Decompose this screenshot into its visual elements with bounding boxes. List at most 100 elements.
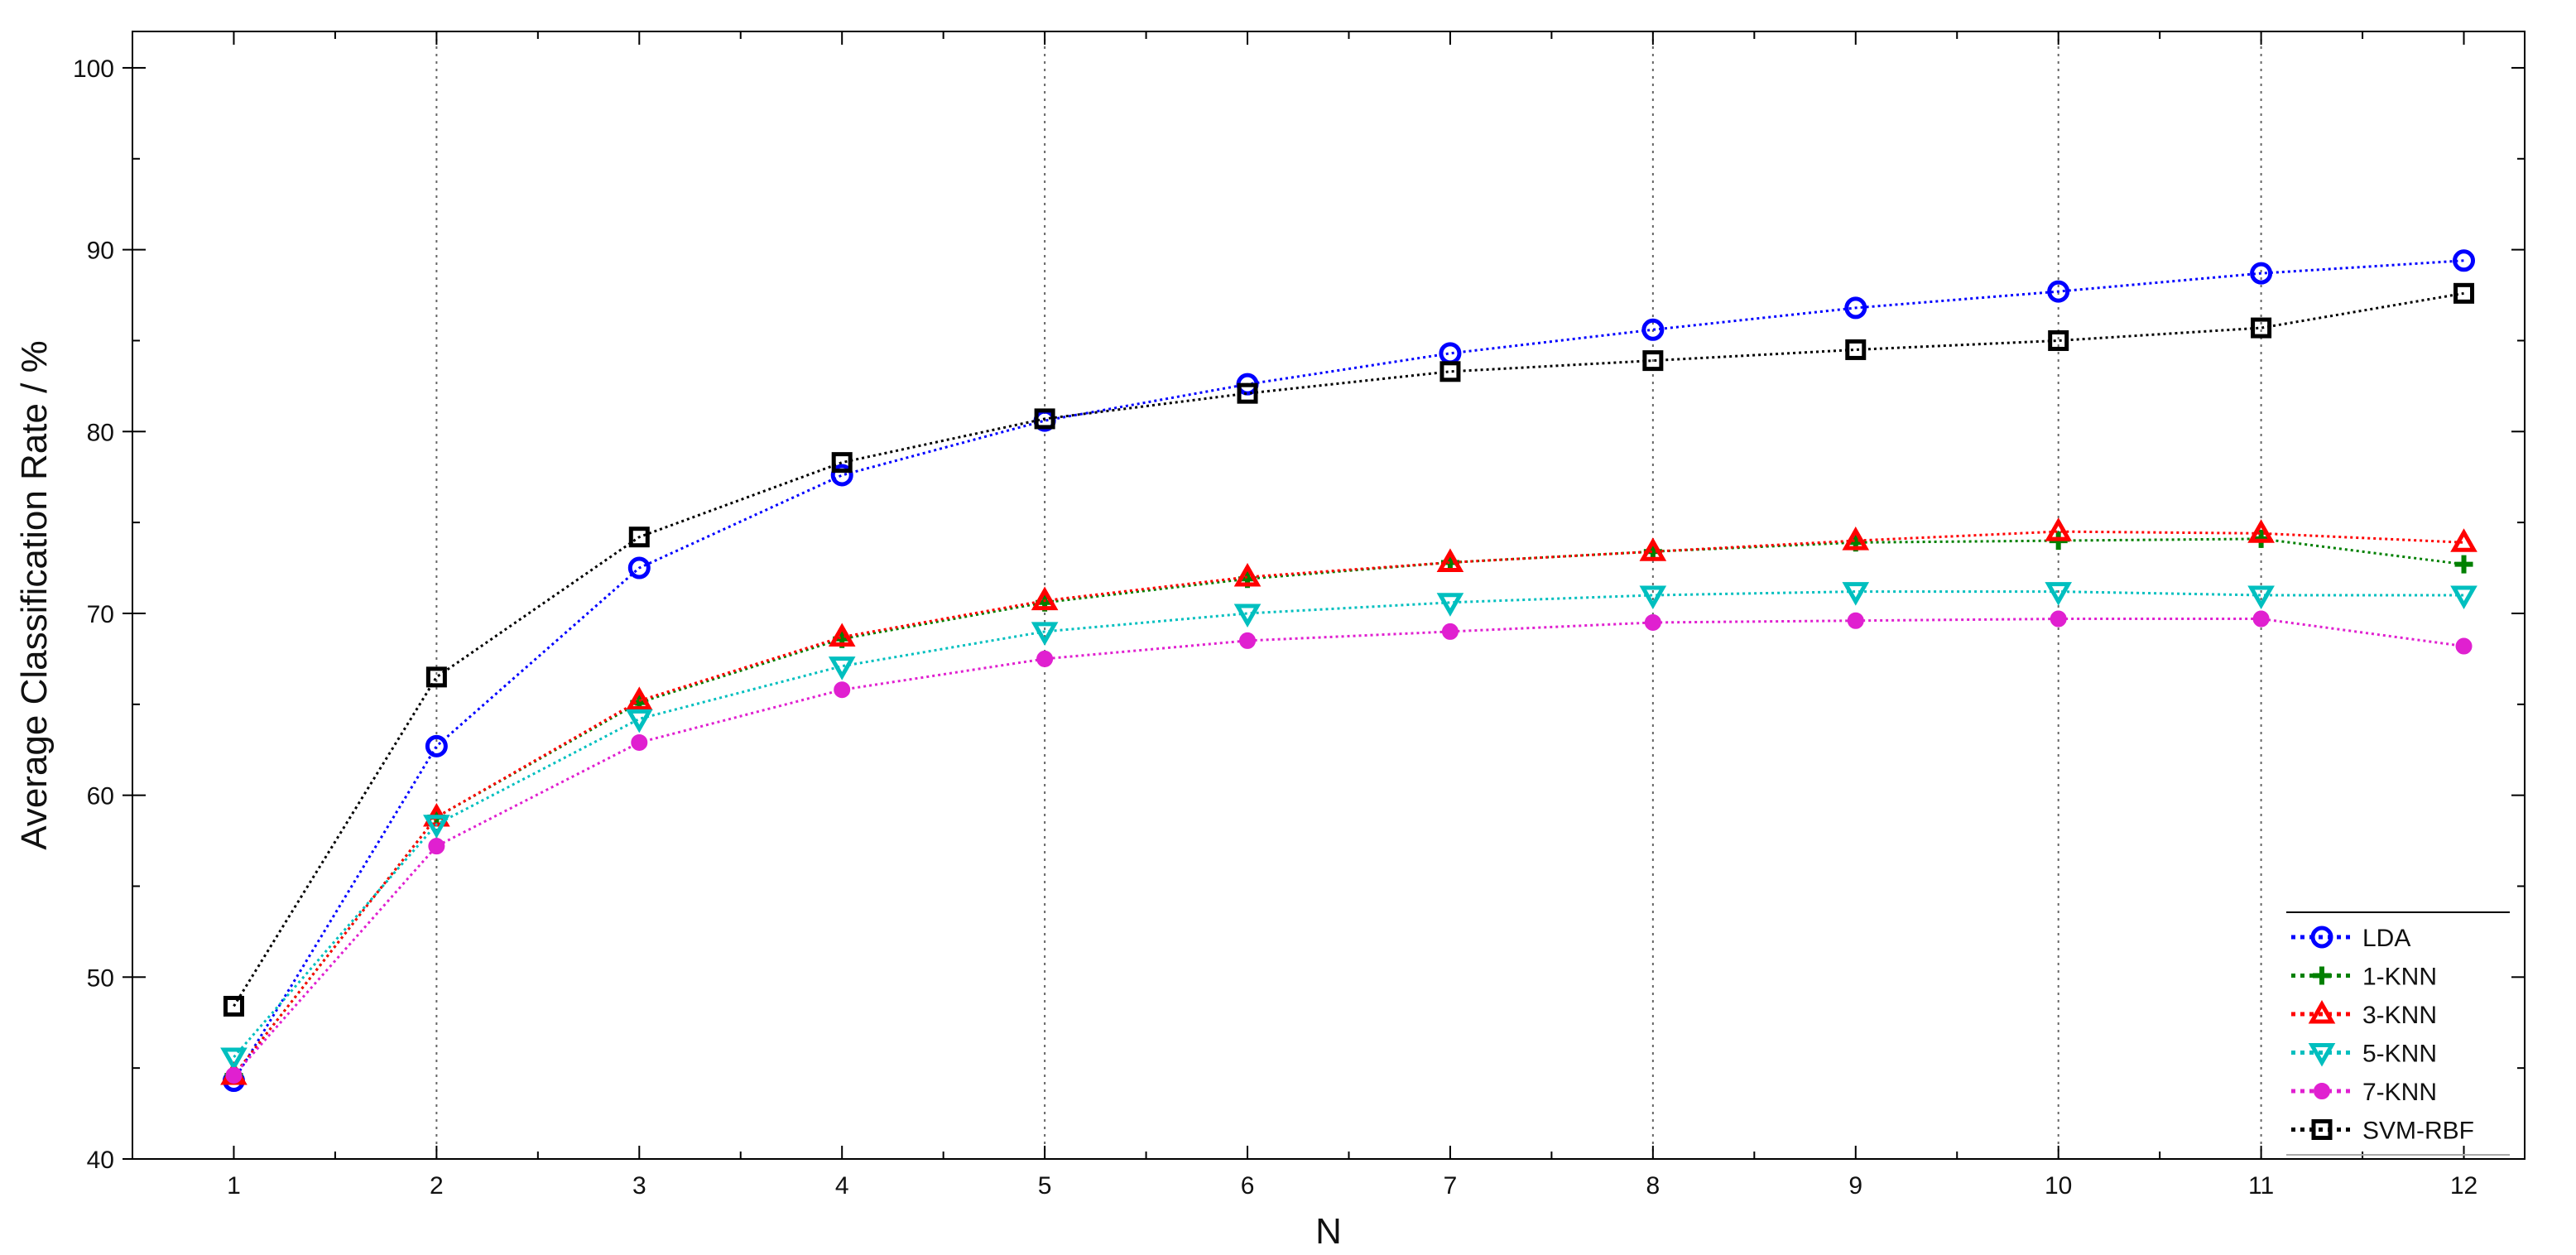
legend-marker (2308, 1043, 2336, 1067)
data-point (2045, 517, 2072, 541)
data-point (1847, 612, 1864, 629)
legend-label: 1-KNN (2362, 964, 2437, 991)
data-point (631, 733, 648, 751)
data-point (1237, 382, 1258, 404)
data-point (1436, 593, 1464, 617)
data-point (1842, 527, 1870, 551)
x-tick-label: 10 (2045, 1172, 2072, 1200)
series-layer (220, 249, 2477, 1093)
y-tick-label: 80 (87, 419, 114, 446)
data-point (2047, 280, 2070, 303)
data-point (2045, 582, 2072, 606)
plot-frame (132, 31, 2526, 1160)
data-point (1842, 582, 1870, 606)
series-7-knn (225, 610, 2473, 1084)
legend-item-7-knn: 7-KNN (2291, 1079, 2437, 1106)
data-point (625, 709, 653, 733)
data-point (828, 656, 856, 680)
data-point (1845, 339, 1867, 360)
x-tick-label: 8 (1646, 1172, 1660, 1200)
data-point (1844, 296, 1867, 320)
data-point (425, 734, 448, 757)
data-point (2247, 519, 2275, 543)
data-point (2453, 282, 2475, 304)
y-tick-label: 70 (87, 601, 114, 628)
data-point (1233, 603, 1262, 628)
data-point (2048, 329, 2069, 351)
series-line (233, 618, 2464, 1076)
data-point (1441, 623, 1459, 640)
data-point (831, 452, 853, 474)
data-point (2247, 585, 2275, 610)
y-tick-label: 90 (87, 238, 114, 265)
y-axis-title: Average Classification Rate / % (14, 340, 55, 849)
data-point (625, 686, 653, 710)
legend-label: 5-KNN (2362, 1041, 2437, 1068)
legend-marker (2308, 999, 2336, 1024)
data-point (834, 681, 851, 699)
series-5-knn (220, 582, 2477, 1072)
data-point (1639, 585, 1667, 610)
series-line (233, 291, 2464, 1007)
series-line (233, 537, 2464, 1076)
data-point (428, 838, 445, 855)
grid-lines (435, 31, 2262, 1159)
data-point (1439, 361, 1461, 382)
series-lda (222, 249, 2476, 1093)
data-point (1644, 613, 1661, 631)
legend-label: 3-KNN (2362, 1002, 2437, 1029)
data-point (828, 623, 856, 647)
data-point (1031, 622, 1059, 646)
series-line (233, 259, 2464, 1082)
legend-label: 7-KNN (2362, 1079, 2437, 1106)
data-point (2454, 555, 2473, 574)
data-point (1642, 350, 1664, 372)
series-1-knn (224, 529, 2473, 1084)
legend-item-1-knn: 1-KNN (2291, 964, 2437, 991)
data-point (2251, 317, 2272, 339)
data-point (1641, 318, 1665, 341)
series-line (233, 530, 2464, 1076)
legend-marker (2310, 926, 2333, 949)
data-point (2252, 610, 2270, 628)
legend-marker (2313, 966, 2331, 985)
x-tick-label: 11 (2248, 1172, 2274, 1200)
legend: LDA 1-KNN 3-KNN 5-KNN 7-KNN SVM-RBF (2286, 911, 2510, 1156)
data-point (1639, 537, 1667, 561)
data-point (2250, 262, 2273, 285)
x-tick-label: 7 (1444, 1172, 1458, 1200)
data-point (1439, 342, 1462, 365)
data-point (1436, 548, 1464, 572)
x-tick-label: 1 (227, 1172, 241, 1200)
series-3-knn (220, 517, 2477, 1085)
data-point (423, 815, 450, 839)
legend-item-3-knn: 3-KNN (2291, 999, 2437, 1029)
plot-border (132, 31, 2526, 1160)
x-tick-label: 9 (1848, 1172, 1862, 1200)
y-tick-label: 50 (87, 964, 114, 992)
legend-item-svm-rbf: SVM-RBF (2291, 1118, 2474, 1145)
legend-marker (2314, 1083, 2330, 1099)
data-point (223, 995, 244, 1017)
data-point (225, 1066, 243, 1084)
data-point (628, 527, 650, 548)
data-point (2450, 528, 2477, 552)
y-tick-label: 100 (73, 55, 114, 83)
series-svm-rbf (223, 282, 2475, 1017)
series-line (233, 590, 2464, 1058)
y-axis: 40 50 60 70 80 90 100 (73, 55, 2525, 1174)
x-tick-label: 5 (1038, 1172, 1052, 1200)
data-point (1031, 586, 1059, 611)
x-axis-title: N (1315, 1211, 1342, 1252)
data-point (1034, 408, 1055, 430)
x-axis: 1 2 3 4 5 6 7 8 9 10 11 12 (227, 31, 2477, 1200)
data-point (1233, 562, 1262, 587)
data-point (1239, 632, 1257, 649)
x-tick-label: 4 (835, 1172, 849, 1200)
data-point (2455, 637, 2473, 655)
y-tick-label: 40 (87, 1147, 114, 1174)
data-point (830, 464, 853, 487)
data-point (2453, 249, 2476, 272)
data-point (2450, 585, 2477, 610)
